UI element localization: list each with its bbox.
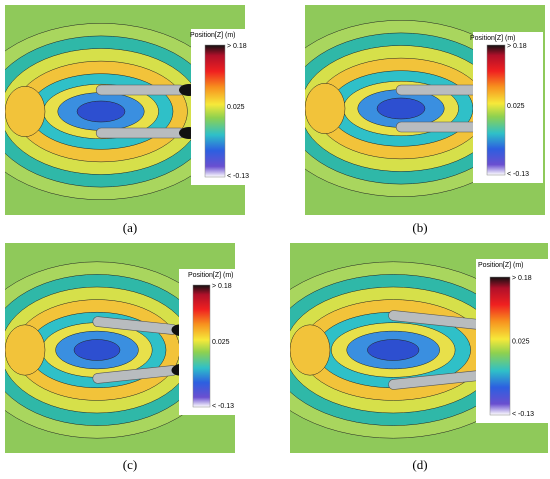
colorbar-box xyxy=(179,269,248,415)
panel: Position[Z] (m) > 0.18 0.025 < -0.13 (c) xyxy=(5,243,248,472)
panel-label: (a) xyxy=(123,220,137,235)
panel-label: (c) xyxy=(123,457,137,472)
contour xyxy=(305,83,346,134)
colorbar-title: Position[Z] (m) xyxy=(478,262,524,269)
colorbar-max: > 0.18 xyxy=(212,283,232,290)
hull xyxy=(95,84,199,96)
colorbar-min: < -0.13 xyxy=(512,411,534,418)
colorbar-min: < -0.13 xyxy=(507,171,529,178)
contour-plot xyxy=(290,243,548,453)
colorbar xyxy=(204,44,226,178)
colorbar-max: > 0.18 xyxy=(507,43,527,50)
colorbar-title: Position[Z] (m) xyxy=(188,272,234,279)
colorbar-box xyxy=(191,29,263,185)
contour xyxy=(290,324,331,376)
colorbar xyxy=(192,284,211,408)
contour xyxy=(76,100,126,123)
hull-body xyxy=(95,127,186,139)
panel-label: (d) xyxy=(412,457,427,472)
contour xyxy=(5,86,46,137)
colorbar-max: > 0.18 xyxy=(227,43,247,50)
contour xyxy=(5,324,46,376)
hull-body xyxy=(395,121,486,133)
colorbar xyxy=(486,44,506,176)
colorbar-mid: 0.025 xyxy=(507,103,525,110)
hull xyxy=(95,127,199,139)
panel: Position[Z] (m)> 0.18 0.025 < -0.13 (b) xyxy=(305,5,545,235)
colorbar-mid: 0.025 xyxy=(512,339,530,346)
colorbar xyxy=(489,276,511,416)
hull-body xyxy=(395,84,486,96)
panel: Position[Z] (m) > 0.18 0.025 < -0.13 (a) xyxy=(5,5,263,235)
panel: Position[Z] (m) > 0.18 0.025 < -0.13 (d) xyxy=(290,243,548,472)
colorbar-mid: 0.025 xyxy=(212,339,230,346)
colorbar-box xyxy=(476,259,548,423)
contour xyxy=(73,339,121,361)
colorbar-title: Position[Z] (m) xyxy=(190,32,236,39)
contour xyxy=(376,97,426,120)
contour xyxy=(367,339,420,361)
colorbar-min: < -0.13 xyxy=(212,403,234,410)
colorbar-box xyxy=(473,32,543,183)
hull-body xyxy=(95,84,186,96)
panel-label: (b) xyxy=(412,220,427,235)
colorbar-mid: 0.025 xyxy=(227,104,245,111)
colorbar-min: < -0.13 xyxy=(227,173,249,180)
colorbar-max: > 0.18 xyxy=(512,275,532,282)
colorbar-title: Position[Z] (m) xyxy=(470,35,516,42)
